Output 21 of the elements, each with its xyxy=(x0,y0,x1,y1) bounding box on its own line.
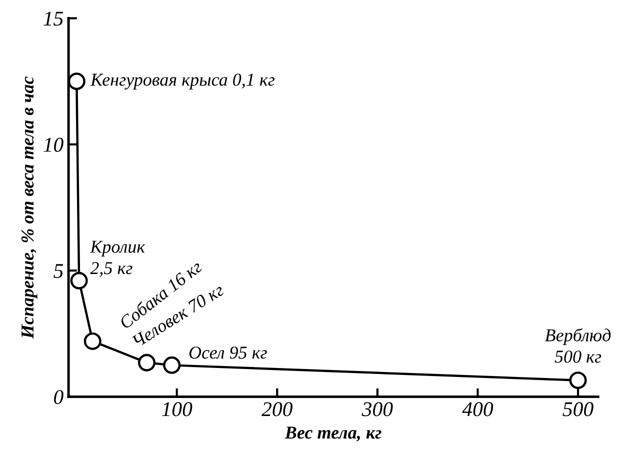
y-axis-title: Испарение, % от веса тела в час xyxy=(21,76,38,339)
x-tick-label: 200 xyxy=(262,402,292,416)
point xyxy=(68,72,86,90)
point xyxy=(163,356,181,374)
point xyxy=(569,372,587,390)
x-tick-label: 500 xyxy=(562,402,594,416)
point xyxy=(70,272,88,290)
x-tick-label: 300 xyxy=(362,402,393,416)
annotation: Осел 95 кг xyxy=(189,346,267,359)
annotation: Кролик 2,5 кг xyxy=(90,240,146,277)
point xyxy=(84,332,102,350)
x-tick-label: 100 xyxy=(162,402,192,416)
annotation: Верблюд 500 кг xyxy=(544,328,611,363)
point xyxy=(138,354,156,372)
y-tick-label: 10 xyxy=(44,138,64,152)
annotation: Кенгуровая крыса 0,1 кг xyxy=(90,74,275,90)
y-tick-label: 5 xyxy=(54,264,64,278)
x-axis-title: Вес тела, кг xyxy=(284,426,382,442)
x-tick-label: 400 xyxy=(462,402,494,416)
y-tick-label: 0 xyxy=(54,390,64,404)
y-tick-label: 15 xyxy=(44,12,64,26)
